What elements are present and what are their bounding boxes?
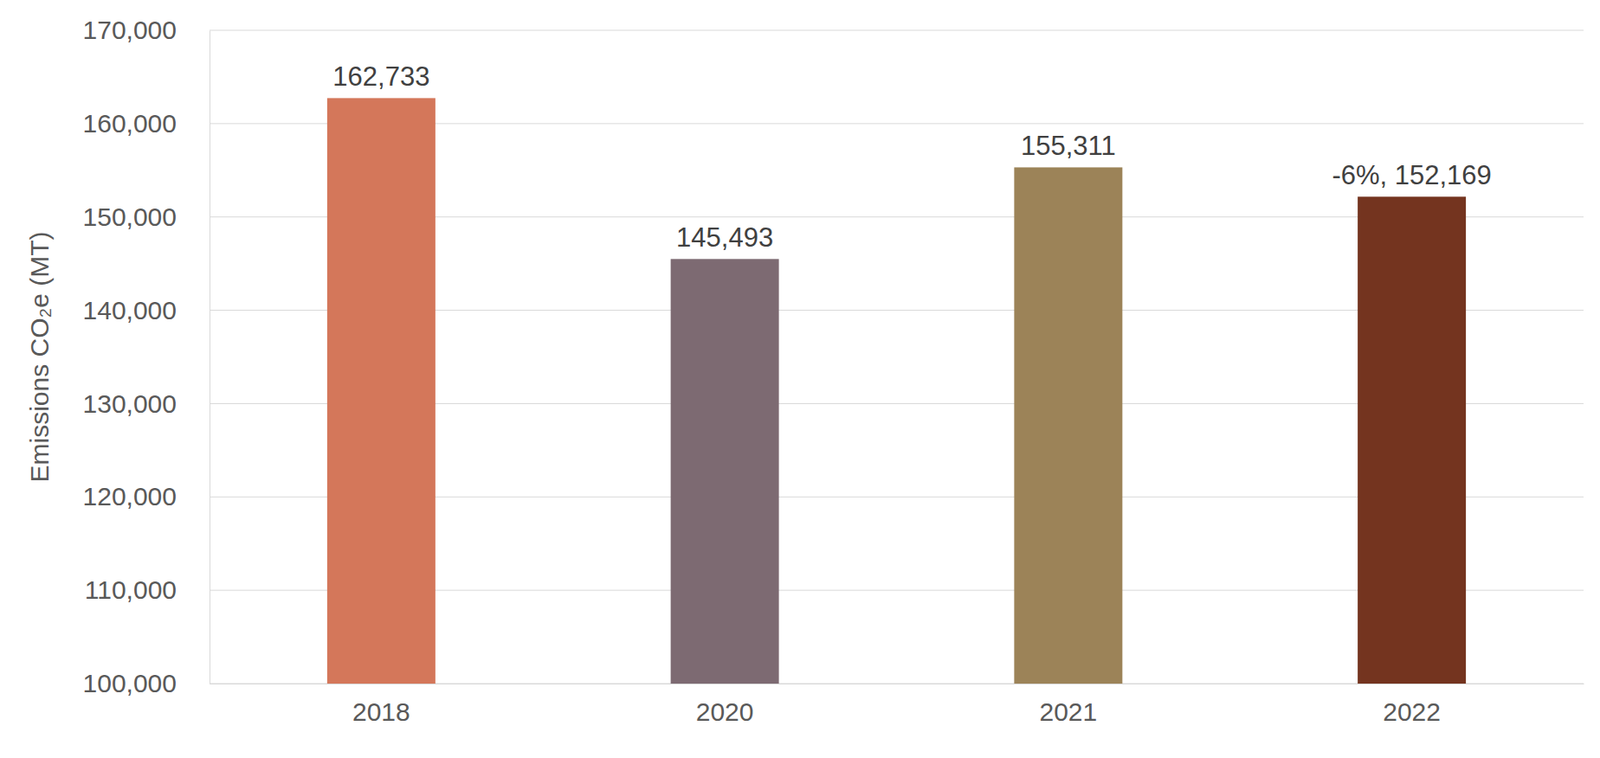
bar bbox=[670, 258, 780, 684]
y-tick: 140,000 bbox=[83, 296, 210, 325]
data-label: -6%, 152,169 bbox=[1331, 160, 1491, 191]
x-tick-label: 2018 bbox=[352, 697, 411, 727]
y-axis-line bbox=[209, 31, 211, 685]
x-tick-label: 2022 bbox=[1382, 697, 1441, 727]
x-tick: 2021 bbox=[1039, 683, 1098, 727]
y-tick-label: 120,000 bbox=[83, 482, 177, 511]
data-label: 162,733 bbox=[332, 61, 430, 92]
grid bbox=[209, 30, 1584, 684]
bar bbox=[327, 97, 436, 684]
y-tick-label: 160,000 bbox=[83, 109, 177, 138]
y-tick: 170,000 bbox=[83, 15, 210, 45]
y-tick-label: 150,000 bbox=[83, 202, 177, 232]
bar bbox=[1357, 196, 1466, 684]
y-tick-label: 110,000 bbox=[84, 575, 177, 605]
y-tick: 160,000 bbox=[83, 109, 210, 138]
y-tick-label: 100,000 bbox=[83, 669, 177, 698]
y-tick: 110,000 bbox=[84, 575, 210, 605]
y-tick: 130,000 bbox=[83, 389, 210, 419]
y-tick: 120,000 bbox=[83, 482, 210, 511]
bars bbox=[327, 97, 1466, 684]
grid-line bbox=[209, 30, 1584, 32]
data-labels: 162,733 145,493 155,311 -6%, 152,169 bbox=[332, 61, 1491, 253]
data-label: 155,311 bbox=[1020, 130, 1117, 162]
y-tick: 100,000 bbox=[83, 669, 210, 698]
x-tick: 2022 bbox=[1382, 683, 1441, 727]
x-tick-label: 2020 bbox=[696, 697, 755, 727]
y-tick-label: 170,000 bbox=[83, 15, 177, 45]
y-axis-title: Emissions CO₂e (MT) bbox=[25, 232, 54, 484]
chart: 100,000 110,000 120,000 130,000 140,000 150,0… bbox=[0, 0, 1600, 758]
bar bbox=[1013, 167, 1123, 684]
y-tick-label: 130,000 bbox=[83, 389, 177, 419]
x-axis-line bbox=[210, 683, 1585, 685]
x-tick-label: 2021 bbox=[1039, 697, 1098, 727]
x-tick: 2018 bbox=[352, 683, 411, 727]
y-axis: 100,000 110,000 120,000 130,000 140,000 150,0… bbox=[83, 15, 211, 698]
x-axis: 2018 2020 2021 2022 bbox=[210, 683, 1585, 727]
data-label: 145,493 bbox=[676, 222, 774, 253]
y-tick: 150,000 bbox=[83, 202, 210, 232]
x-tick: 2020 bbox=[696, 683, 755, 727]
y-tick-label: 140,000 bbox=[83, 296, 177, 325]
